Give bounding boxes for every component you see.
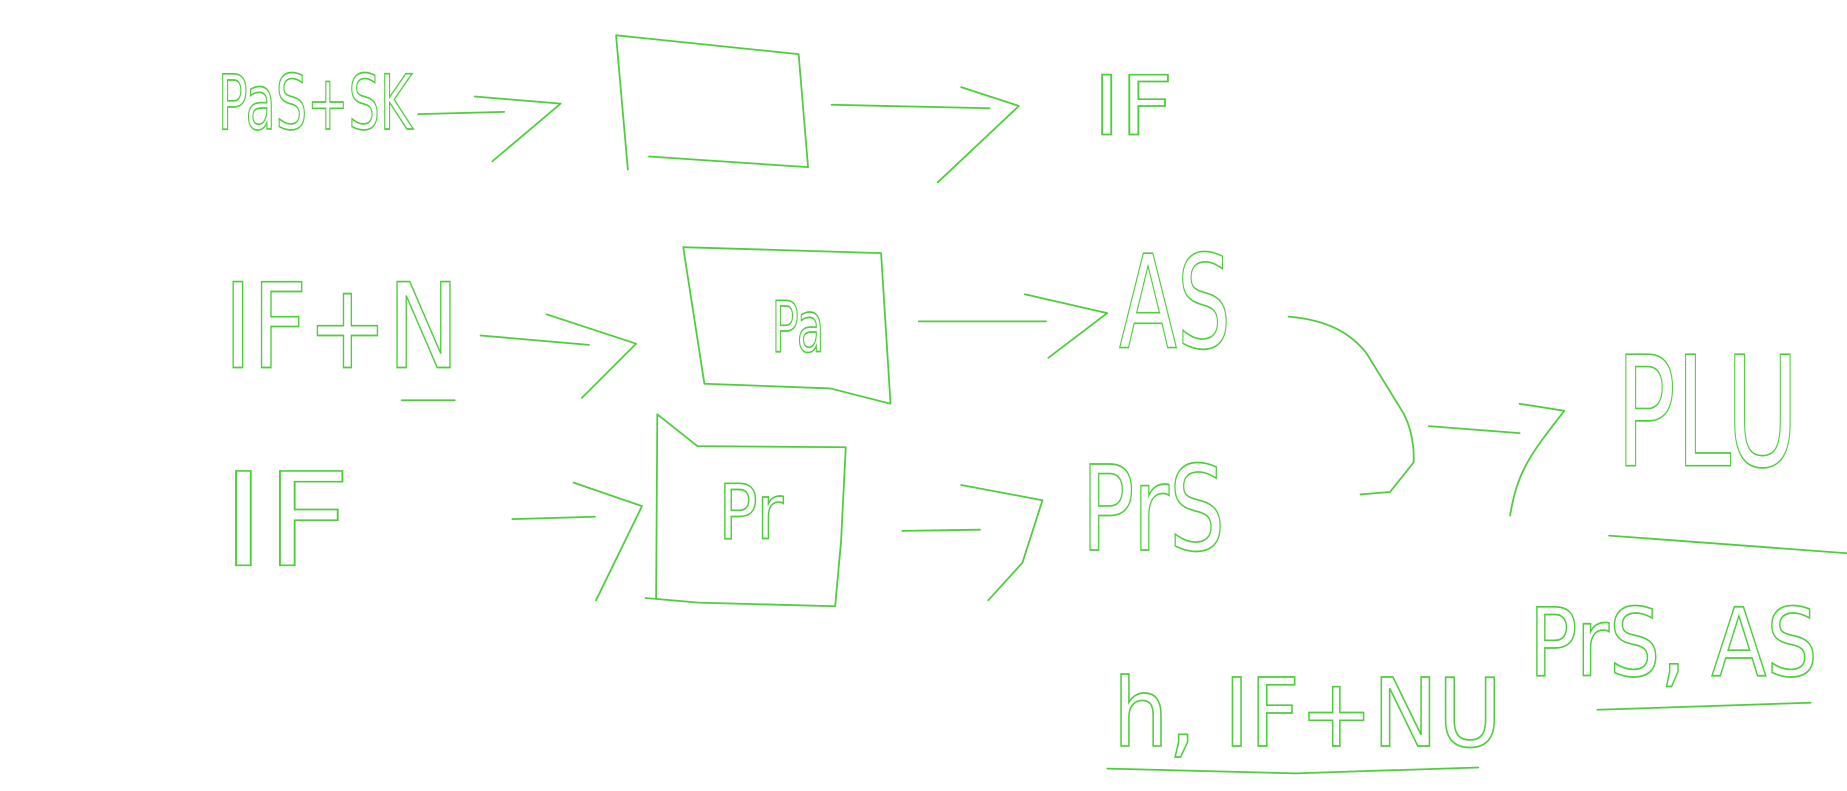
box (644, 413, 847, 608)
arrow (901, 484, 1044, 602)
node-label: IF (1093, 58, 1173, 154)
node-label: IF (221, 445, 351, 596)
box (615, 34, 809, 171)
node-label: PLU (1616, 325, 1799, 503)
arrow (1427, 402, 1566, 517)
node-label: Pr (719, 468, 784, 556)
underline (1106, 766, 1480, 775)
node-label: PrS, AS (1529, 590, 1818, 699)
node-label: IF+N (224, 259, 460, 396)
arrow (417, 95, 562, 163)
arrow (479, 313, 637, 399)
arrow (830, 86, 1020, 184)
arrow (511, 481, 643, 602)
node-label: PaS+SK (218, 59, 413, 147)
brace (1287, 315, 1415, 496)
node-label: PrS (1081, 441, 1225, 578)
underline (1608, 534, 1847, 555)
node-label: Pa (772, 285, 825, 368)
underline (1596, 701, 1812, 711)
box (682, 246, 892, 405)
arrow (917, 293, 1109, 359)
node-label: h, IF+NU (1113, 660, 1502, 769)
node-label: AS (1119, 228, 1231, 379)
